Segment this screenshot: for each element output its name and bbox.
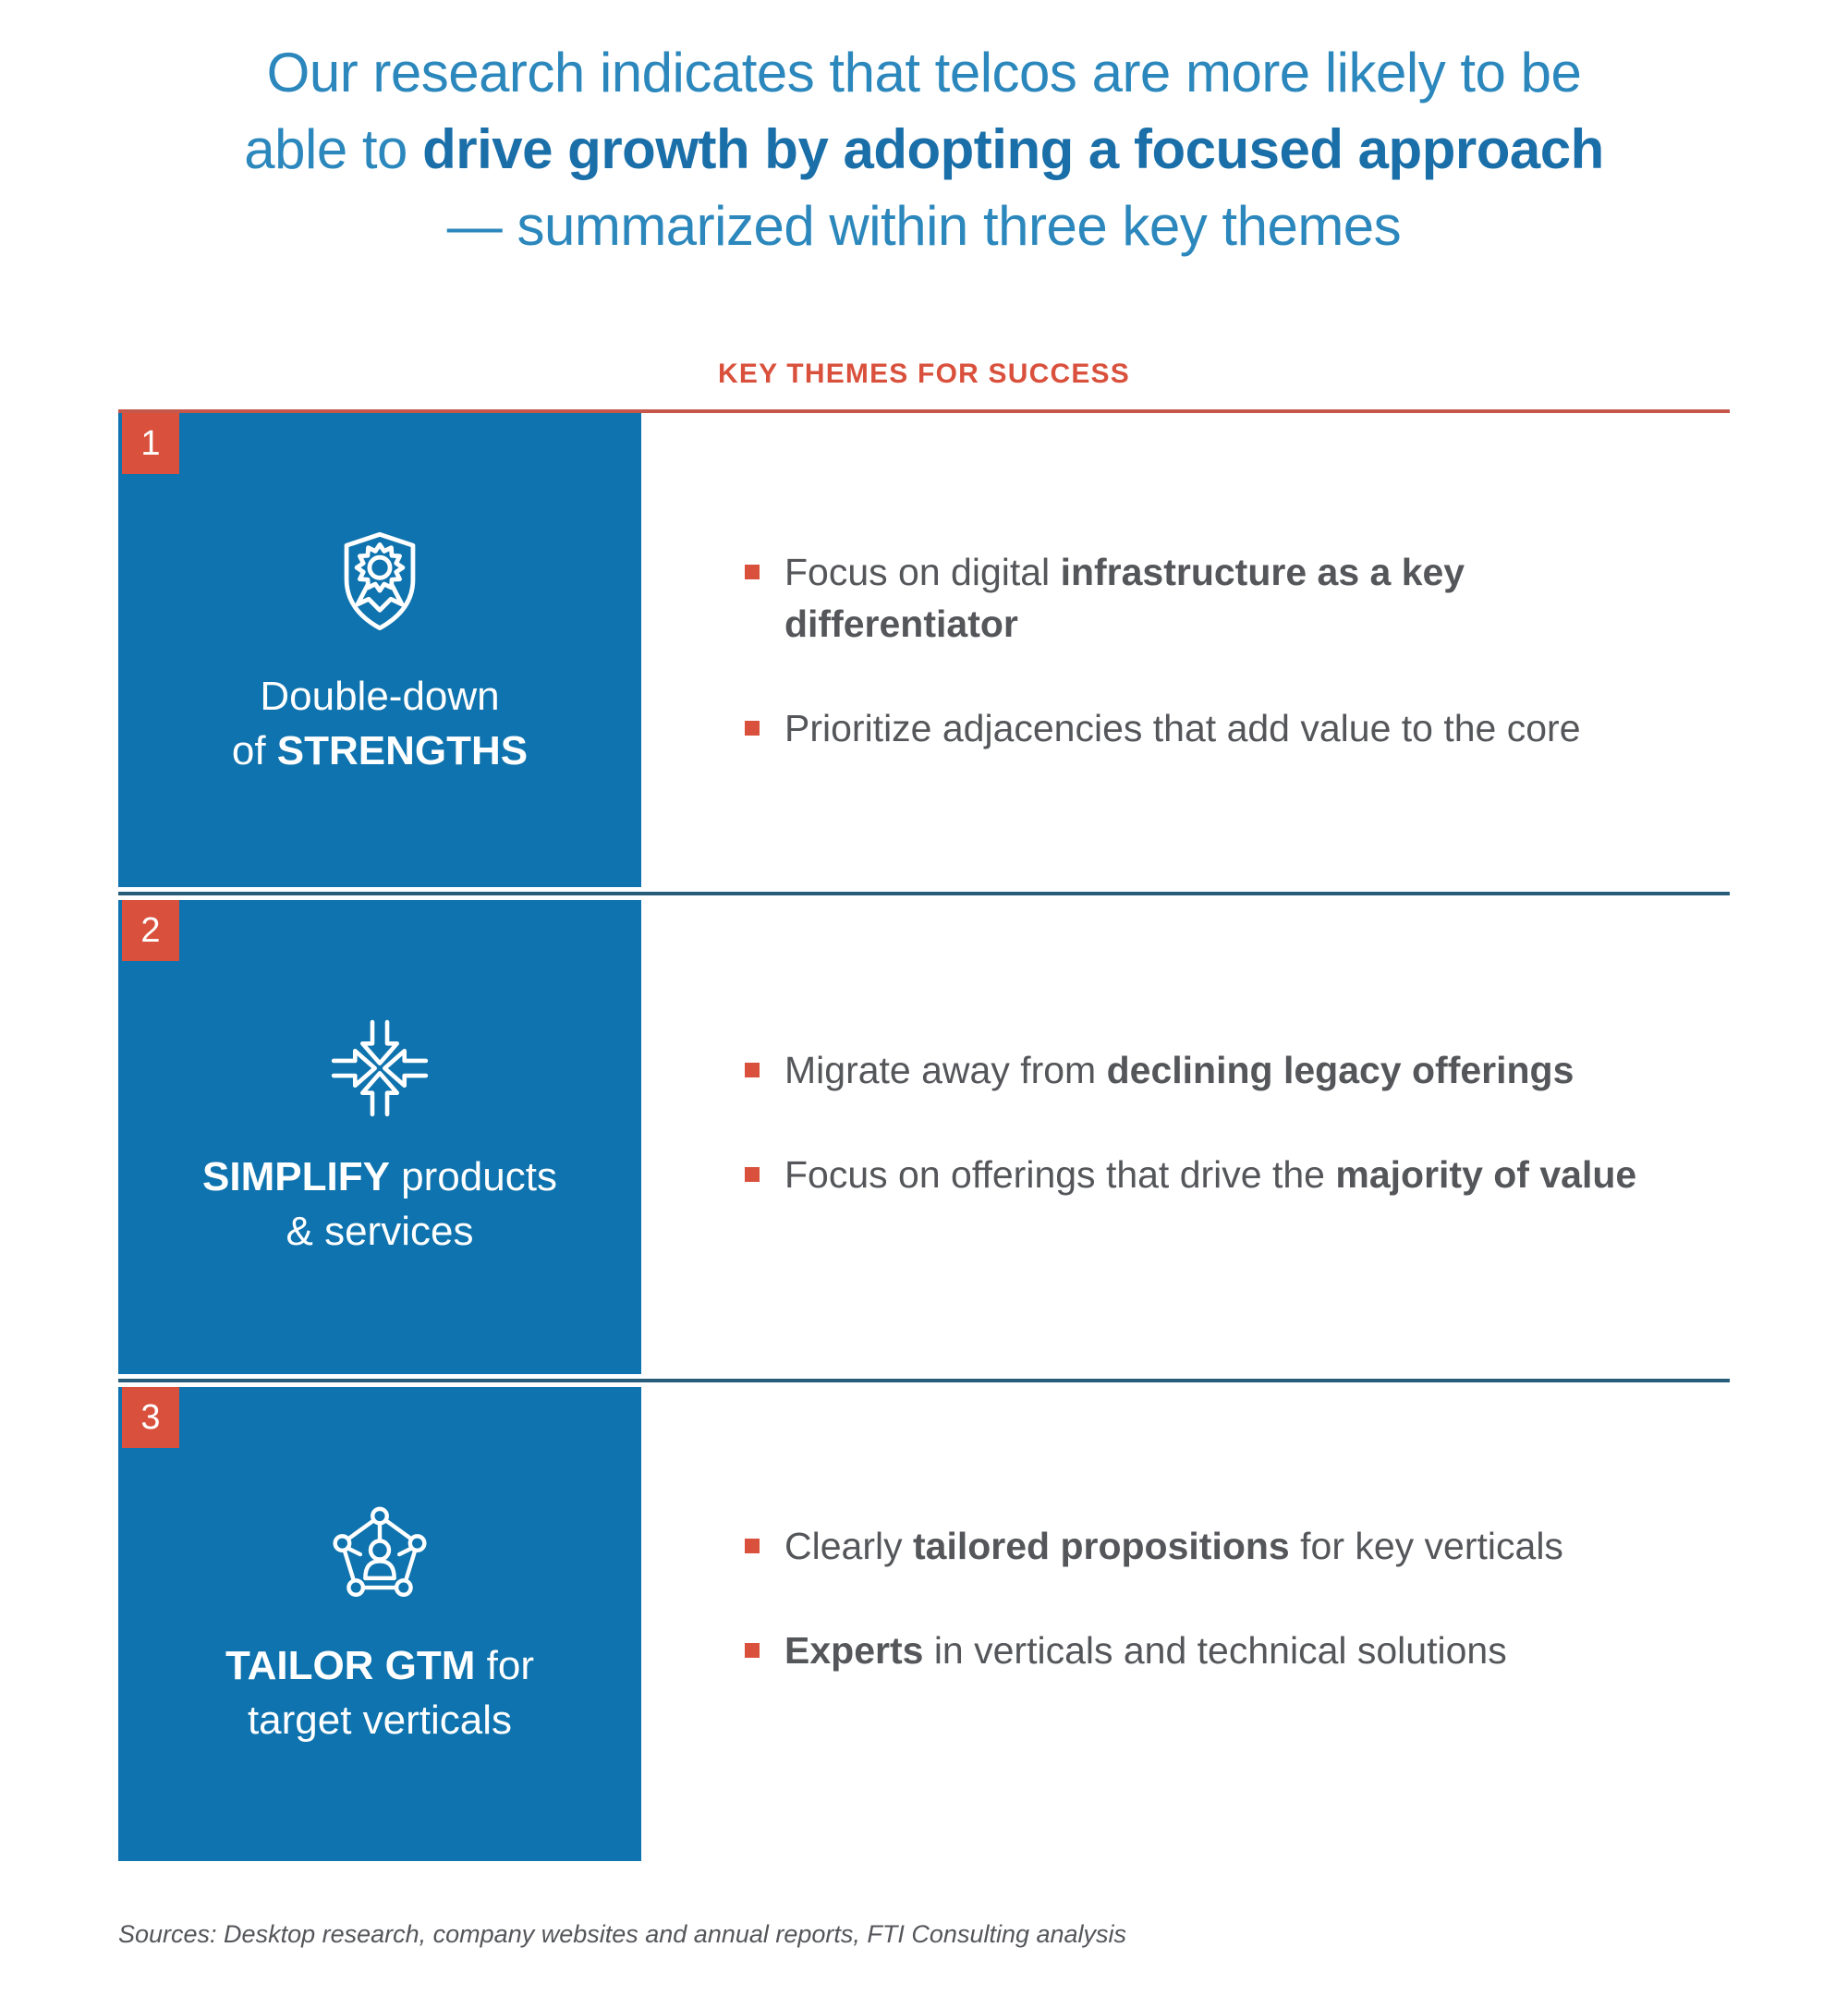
title-text: — summarized within three key themes bbox=[446, 194, 1402, 257]
theme-number-badge: 1 bbox=[122, 413, 179, 474]
bullet-item: Focus on offerings that drive the majori… bbox=[745, 1149, 1702, 1201]
theme-label-text: target verticals bbox=[247, 1697, 513, 1743]
bullet-marker bbox=[745, 1642, 760, 1658]
theme-label-line: Double-down bbox=[232, 670, 528, 724]
theme-label-text: of bbox=[231, 727, 277, 773]
theme-bullets: Focus on digital infrastructure as a key… bbox=[641, 413, 1730, 887]
bullet-item: Experts in verticals and technical solut… bbox=[745, 1625, 1702, 1677]
theme-row-3: 3 TAILOR GTM for target verticals Clearly t… bbox=[118, 1387, 1730, 1861]
theme-number-badge: 2 bbox=[122, 900, 179, 961]
theme-card-1: 1 Double-down of STRENGTHS bbox=[118, 413, 641, 887]
bullet-text-segment: Focus on digital bbox=[784, 550, 1061, 593]
pentagon-network-icon bbox=[322, 1501, 437, 1610]
theme-label-text: SIMPLIFY bbox=[202, 1154, 390, 1200]
bullet-item: Prioritize adjacencies that add value to… bbox=[745, 702, 1702, 755]
bullet-marker bbox=[745, 720, 760, 736]
title-line: able to drive growth by adopting a focus… bbox=[83, 112, 1765, 189]
bullet-text-segment: majority of value bbox=[1335, 1152, 1637, 1196]
theme-label-text: TAILOR GTM bbox=[225, 1643, 476, 1689]
theme-label-text: & services bbox=[286, 1208, 474, 1254]
theme-number-badge: 3 bbox=[122, 1387, 179, 1448]
bullet-marker bbox=[745, 1166, 760, 1182]
theme-label: TAILOR GTM for target verticals bbox=[225, 1639, 534, 1746]
bullet-text: Prioritize adjacencies that add value to… bbox=[784, 702, 1581, 755]
section-divider bbox=[118, 1374, 1730, 1387]
title-text: drive growth by adopting a focused appro… bbox=[422, 117, 1604, 180]
bullet-text-segment: declining legacy offerings bbox=[1106, 1048, 1574, 1091]
theme-label-line: SIMPLIFY products bbox=[202, 1150, 557, 1204]
bullet-text: Focus on digital infrastructure as a key… bbox=[784, 546, 1690, 651]
bullet-text-segment: Migrate away from bbox=[784, 1048, 1107, 1091]
bullet-text-segment: Clearly bbox=[784, 1524, 913, 1567]
theme-card-3: 3 TAILOR GTM for target verticals bbox=[118, 1387, 641, 1861]
bullet-text-segment: for key verticals bbox=[1289, 1524, 1563, 1567]
title-line: Our research indicates that telcos are m… bbox=[83, 35, 1765, 112]
bullet-text-segment: tailored propositions bbox=[912, 1524, 1290, 1567]
theme-bullets: Migrate away from declining legacy offer… bbox=[641, 885, 1730, 1359]
theme-bullets: Clearly tailored propositions for key ve… bbox=[641, 1361, 1730, 1835]
bullet-item: Focus on digital infrastructure as a key… bbox=[745, 546, 1702, 651]
table-header: KEY THEMES FOR SUCCESS bbox=[718, 359, 1130, 389]
slide-title: Our research indicates that telcos are m… bbox=[83, 35, 1765, 264]
converging-arrows-icon bbox=[322, 1016, 437, 1121]
theme-card-2: 2 SIMPLIFY products & services bbox=[118, 900, 641, 1374]
theme-row-1: 1 Double-down of STRENGTHS Focus on digital… bbox=[118, 413, 1730, 887]
bullet-marker bbox=[745, 1062, 760, 1077]
section-divider bbox=[118, 887, 1730, 900]
bullet-text: Migrate away from declining legacy offer… bbox=[784, 1044, 1574, 1097]
title-line: — summarized within three key themes bbox=[83, 189, 1765, 265]
bullet-text: Clearly tailored propositions for key ve… bbox=[784, 1520, 1563, 1573]
bullet-marker bbox=[745, 1538, 760, 1553]
sources-note: Sources: Desktop research, company websi… bbox=[118, 1920, 1127, 1948]
themes-table: 1 Double-down of STRENGTHS Focus on digital… bbox=[118, 409, 1730, 1861]
bullet-text-segment: Prioritize adjacencies that add value to… bbox=[784, 706, 1581, 749]
theme-label-text: for bbox=[475, 1643, 535, 1689]
theme-label-line: TAILOR GTM for bbox=[225, 1639, 534, 1693]
theme-label-text: Double-down bbox=[260, 674, 500, 720]
theme-label-line: of STRENGTHS bbox=[232, 724, 528, 778]
bullet-text-segment: Focus on offerings that drive the bbox=[784, 1152, 1336, 1196]
theme-label: SIMPLIFY products & services bbox=[202, 1150, 557, 1258]
bullet-item: Clearly tailored propositions for key ve… bbox=[745, 1520, 1702, 1573]
section-divider-line bbox=[118, 892, 1730, 895]
bullet-text-segment: in verticals and technical solutions bbox=[923, 1628, 1507, 1672]
bullet-text: Experts in verticals and technical solut… bbox=[784, 1625, 1507, 1677]
theme-row-2: 2 SIMPLIFY products & services Migrate away… bbox=[118, 900, 1730, 1374]
theme-label-line: target verticals bbox=[225, 1694, 534, 1747]
table-header-rule bbox=[118, 409, 1730, 413]
theme-label-text: STRENGTHS bbox=[276, 727, 529, 773]
bullet-text: Focus on offerings that drive the majori… bbox=[784, 1149, 1636, 1201]
bullet-marker bbox=[745, 564, 760, 579]
bullet-text-segment: infrastructure as a key differentiator bbox=[784, 550, 1465, 646]
title-text: Our research indicates that telcos are m… bbox=[266, 42, 1582, 103]
theme-label-text: products bbox=[389, 1154, 557, 1200]
shield-award-icon bbox=[322, 522, 437, 640]
bullet-text-segment: Experts bbox=[784, 1628, 924, 1672]
theme-label-line: & services bbox=[202, 1205, 557, 1259]
title-text: able to bbox=[244, 117, 423, 180]
theme-label: Double-down of STRENGTHS bbox=[232, 670, 528, 777]
bullet-item: Migrate away from declining legacy offer… bbox=[745, 1044, 1702, 1097]
section-divider-line bbox=[118, 1379, 1730, 1382]
